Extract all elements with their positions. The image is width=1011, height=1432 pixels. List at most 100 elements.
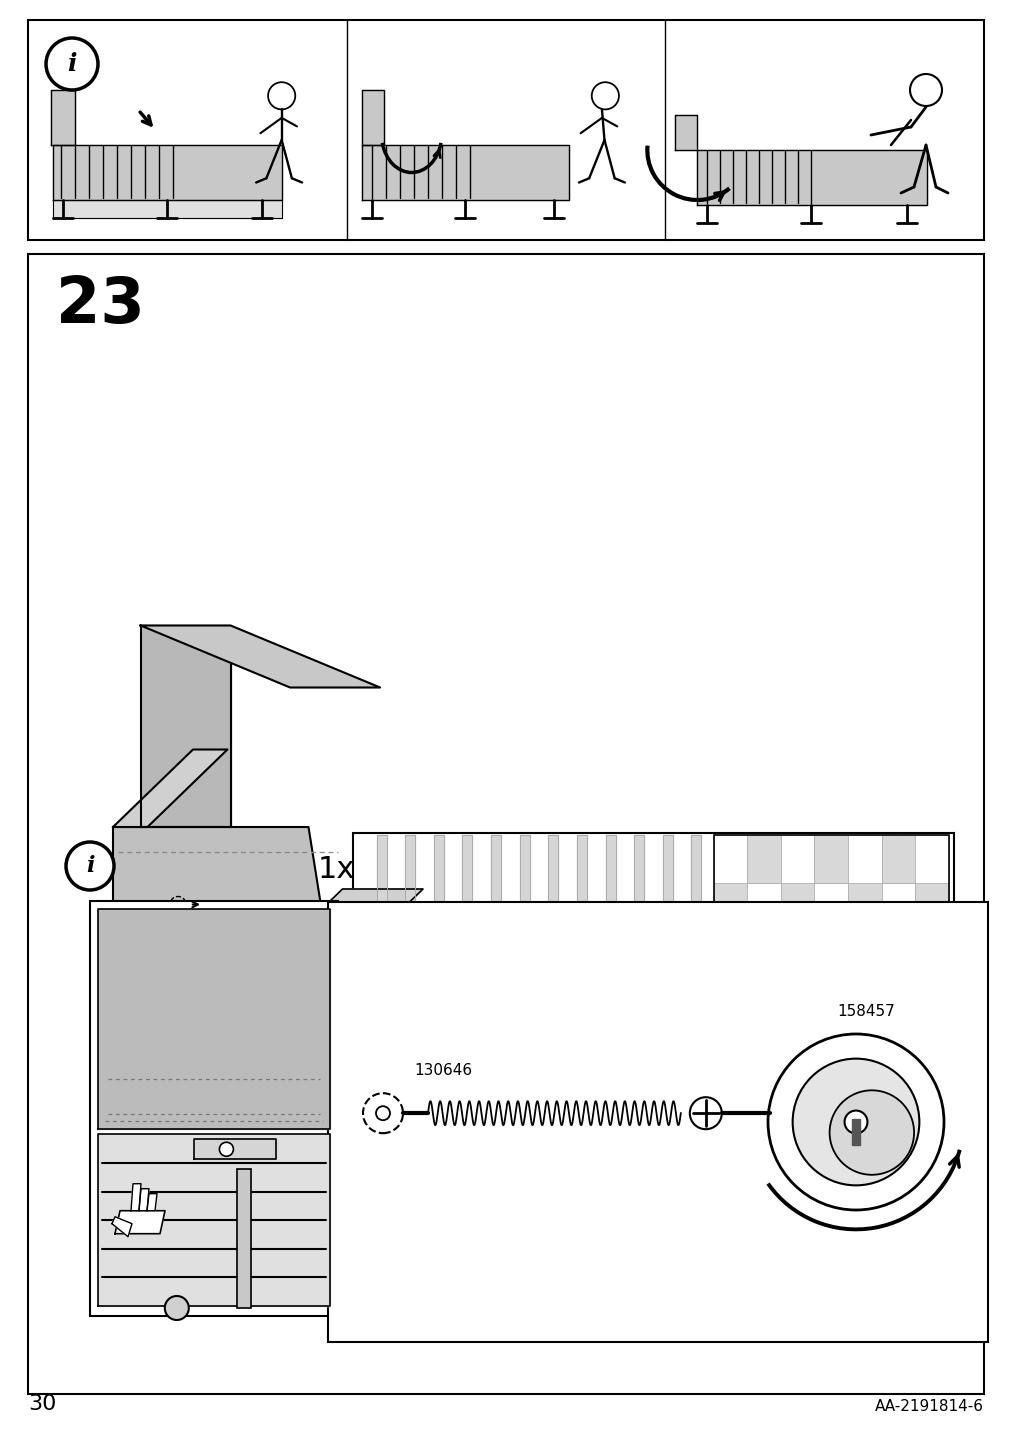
Bar xyxy=(895,1084,911,1093)
Polygon shape xyxy=(262,889,423,967)
Circle shape xyxy=(219,1143,234,1156)
Polygon shape xyxy=(113,967,492,1044)
Polygon shape xyxy=(462,835,472,1027)
Bar xyxy=(847,884,881,931)
Circle shape xyxy=(467,1041,502,1077)
Polygon shape xyxy=(53,145,282,200)
Polygon shape xyxy=(139,1189,149,1210)
Polygon shape xyxy=(662,835,672,1027)
Bar xyxy=(328,902,987,1342)
Polygon shape xyxy=(130,1184,141,1210)
Text: 1x: 1x xyxy=(317,855,355,884)
Polygon shape xyxy=(748,835,758,1027)
Bar xyxy=(28,20,983,241)
Bar xyxy=(915,884,948,931)
Polygon shape xyxy=(376,835,386,1027)
Bar xyxy=(746,884,780,931)
Bar xyxy=(713,884,746,931)
Circle shape xyxy=(767,1034,943,1210)
Text: 130646: 130646 xyxy=(413,1063,471,1078)
Bar xyxy=(780,835,814,884)
Polygon shape xyxy=(53,200,282,218)
Bar xyxy=(746,931,780,978)
Polygon shape xyxy=(548,835,558,1027)
Bar xyxy=(881,835,915,884)
Bar xyxy=(814,978,847,1027)
Polygon shape xyxy=(697,150,926,205)
Bar xyxy=(746,978,780,1027)
Bar xyxy=(713,931,746,978)
Bar xyxy=(814,835,847,884)
Circle shape xyxy=(66,842,114,891)
Bar xyxy=(713,835,746,884)
Polygon shape xyxy=(605,835,615,1027)
Polygon shape xyxy=(112,1217,131,1237)
Circle shape xyxy=(165,1296,189,1320)
Polygon shape xyxy=(490,835,500,1027)
Circle shape xyxy=(792,1058,918,1186)
Text: 23: 23 xyxy=(56,274,145,337)
Circle shape xyxy=(475,1048,494,1068)
Bar xyxy=(847,931,881,978)
Bar xyxy=(780,978,814,1027)
Circle shape xyxy=(690,1097,721,1130)
Polygon shape xyxy=(115,1210,165,1234)
Bar xyxy=(90,901,338,1316)
Bar xyxy=(780,931,814,978)
Polygon shape xyxy=(361,145,568,200)
Polygon shape xyxy=(862,835,872,1027)
Bar xyxy=(713,978,746,1027)
Bar xyxy=(881,884,915,931)
Bar xyxy=(881,978,915,1027)
Polygon shape xyxy=(776,835,787,1027)
Polygon shape xyxy=(834,835,844,1027)
Polygon shape xyxy=(891,835,901,1027)
Bar xyxy=(915,835,948,884)
Polygon shape xyxy=(674,115,697,150)
Bar xyxy=(814,931,847,978)
Text: AA-2191814-6: AA-2191814-6 xyxy=(875,1399,983,1413)
Circle shape xyxy=(45,39,98,90)
Polygon shape xyxy=(634,835,644,1027)
Circle shape xyxy=(844,1111,866,1134)
Polygon shape xyxy=(147,1194,157,1210)
Polygon shape xyxy=(113,828,343,1044)
Bar xyxy=(847,978,881,1027)
Text: i: i xyxy=(67,52,77,76)
Bar xyxy=(237,1169,251,1307)
Text: 30: 30 xyxy=(28,1393,57,1413)
Bar xyxy=(615,1084,631,1093)
Text: i: i xyxy=(86,855,94,876)
Bar xyxy=(847,835,881,884)
Polygon shape xyxy=(520,835,529,1027)
Circle shape xyxy=(909,74,941,106)
Polygon shape xyxy=(805,835,815,1027)
Polygon shape xyxy=(51,90,75,145)
Bar xyxy=(780,884,814,931)
Polygon shape xyxy=(361,90,383,145)
Polygon shape xyxy=(576,835,586,1027)
Polygon shape xyxy=(851,1118,859,1144)
Bar xyxy=(713,835,948,1027)
Polygon shape xyxy=(98,909,330,1130)
Polygon shape xyxy=(404,835,415,1027)
Polygon shape xyxy=(919,835,929,1027)
Polygon shape xyxy=(98,1134,330,1306)
Bar xyxy=(353,833,953,1028)
Bar xyxy=(814,884,847,931)
Bar xyxy=(746,835,780,884)
Bar xyxy=(915,978,948,1027)
Polygon shape xyxy=(194,1140,276,1160)
Bar xyxy=(915,931,948,978)
Polygon shape xyxy=(691,835,701,1027)
Circle shape xyxy=(268,82,295,109)
Circle shape xyxy=(829,1090,913,1174)
Polygon shape xyxy=(141,626,380,687)
Text: 158457: 158457 xyxy=(836,1004,894,1020)
Bar xyxy=(28,253,983,1393)
Polygon shape xyxy=(113,749,227,828)
Circle shape xyxy=(591,82,619,109)
Polygon shape xyxy=(141,626,231,828)
Bar xyxy=(881,931,915,978)
Bar xyxy=(417,1084,433,1093)
